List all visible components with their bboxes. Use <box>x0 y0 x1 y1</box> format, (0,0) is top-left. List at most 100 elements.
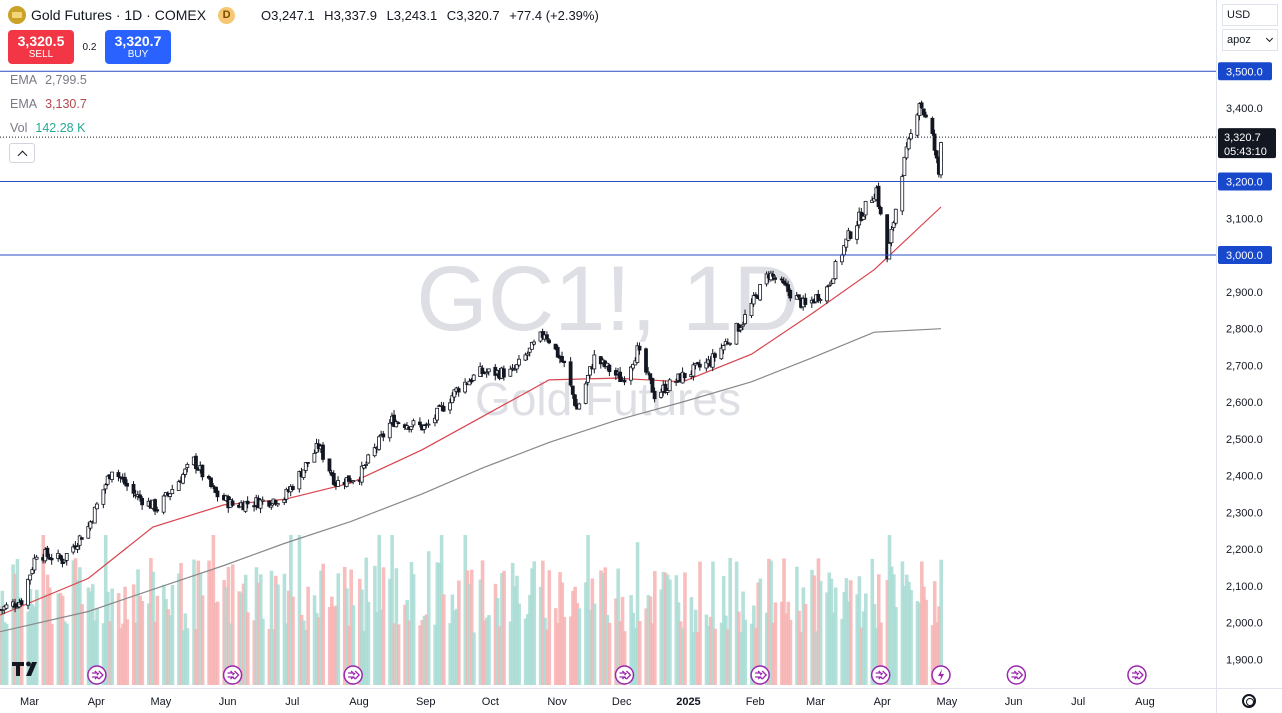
candle-body <box>463 381 468 393</box>
price-tick-label: 2,900.0 <box>1226 287 1263 299</box>
volume-bar <box>827 572 832 685</box>
candle-body <box>719 347 724 360</box>
economic-event-icon[interactable] <box>87 665 107 685</box>
volume-bar <box>681 628 685 685</box>
volume-bar <box>704 614 709 685</box>
volume-bar <box>633 627 638 685</box>
candle-body <box>267 500 272 507</box>
volume-bar <box>103 535 108 685</box>
volume-bar <box>493 583 498 685</box>
scale-mode-selector[interactable]: apoz <box>1222 29 1278 51</box>
economic-event-icon[interactable] <box>750 665 770 685</box>
volume-bar <box>887 535 892 685</box>
candle-body <box>529 342 534 350</box>
volume-bar <box>19 601 24 685</box>
candle-body <box>607 364 612 373</box>
economic-event-icon[interactable] <box>1127 665 1147 685</box>
candle-body <box>514 364 519 370</box>
delay-badge[interactable]: D <box>218 6 236 24</box>
candle-body <box>501 368 506 378</box>
volume-bar <box>424 614 429 685</box>
candle-body <box>215 490 220 498</box>
indicator-ema-fast[interactable]: EMA 3,130.7 <box>10 97 87 111</box>
candle-body <box>452 389 457 398</box>
candle-body <box>924 114 928 118</box>
time-tick-label: Sep <box>416 696 436 708</box>
candle-body <box>79 537 84 540</box>
indicator-volume[interactable]: Vol 142.28 K <box>10 121 86 135</box>
candle-body <box>273 499 278 505</box>
candle-body <box>788 289 793 299</box>
hline-label-bg <box>1218 172 1272 191</box>
time-tick-label: Mar <box>20 696 39 708</box>
volume-bar <box>347 625 351 685</box>
economic-event-icon[interactable] <box>870 665 891 685</box>
volume-bar <box>246 612 250 685</box>
volume-bar <box>170 585 175 685</box>
volume-bar <box>56 593 61 685</box>
volume-bar <box>4 623 9 685</box>
buy-button[interactable]: 3,320.7 BUY <box>105 30 171 64</box>
volume-bar <box>528 594 532 685</box>
volume-bar <box>904 574 909 685</box>
candle-body <box>372 447 377 457</box>
economic-event-icon[interactable] <box>222 665 243 685</box>
volume-bar <box>894 607 898 685</box>
economic-event-icon[interactable] <box>931 665 951 685</box>
economic-event-icon[interactable] <box>343 665 363 685</box>
candle-body <box>394 421 399 428</box>
volume-value: 142.28 K <box>35 121 86 135</box>
arrows-icon <box>755 670 763 680</box>
sell-button[interactable]: 3,320.5 SELL <box>8 30 74 64</box>
volume-bar <box>478 579 483 685</box>
volume-bar <box>47 587 52 685</box>
currency-selector[interactable]: USD <box>1222 4 1278 26</box>
candle-body <box>377 436 381 450</box>
volume-bar <box>28 588 33 685</box>
volume-bar <box>390 535 394 685</box>
candle-body <box>439 404 444 407</box>
symbol-title[interactable]: Gold Futures · 1D · COMEX <box>31 7 207 23</box>
price-tick-label: 3,400.0 <box>1226 103 1263 115</box>
tradingview-logo[interactable] <box>12 660 44 676</box>
candle-body <box>396 422 401 424</box>
volume-bar <box>75 580 80 685</box>
volume-bar <box>224 587 229 685</box>
settings-gear-icon[interactable] <box>1242 694 1256 708</box>
candle-body <box>629 366 633 381</box>
candle-body <box>887 243 892 260</box>
spread-value: 0.2 <box>82 41 97 53</box>
volume-bar <box>71 560 76 685</box>
candle-body <box>934 150 939 159</box>
volume-bar <box>45 574 50 685</box>
volume-bar <box>799 631 804 685</box>
volume-bar <box>683 572 687 685</box>
economic-event-icon[interactable] <box>1006 665 1027 685</box>
collapse-legend-button[interactable] <box>9 143 35 163</box>
volume-bar <box>381 567 386 685</box>
economic-event-icon[interactable] <box>614 665 635 685</box>
high-value: 3,337.9 <box>333 7 377 23</box>
volume-bar <box>635 542 640 685</box>
candle-body <box>644 348 648 373</box>
candle-body <box>411 420 416 426</box>
hline-label-bg <box>1218 62 1272 81</box>
volume-bar <box>577 608 582 685</box>
candle-body <box>547 339 551 344</box>
volume-bar <box>653 571 657 685</box>
candle-body <box>140 497 145 506</box>
volume-bar <box>698 561 702 685</box>
ema-slow-line <box>0 328 942 633</box>
volume-bar <box>2 622 7 685</box>
candle-body <box>585 375 590 383</box>
candle-body <box>573 394 577 406</box>
volume-bar <box>134 622 138 685</box>
volume-bar <box>321 563 325 685</box>
candle-body <box>86 526 91 539</box>
volume-bar <box>545 629 549 685</box>
candle-body <box>433 417 437 424</box>
indicator-ema-slow[interactable]: EMA 2,799.5 <box>10 73 87 87</box>
candle-body <box>103 484 108 490</box>
